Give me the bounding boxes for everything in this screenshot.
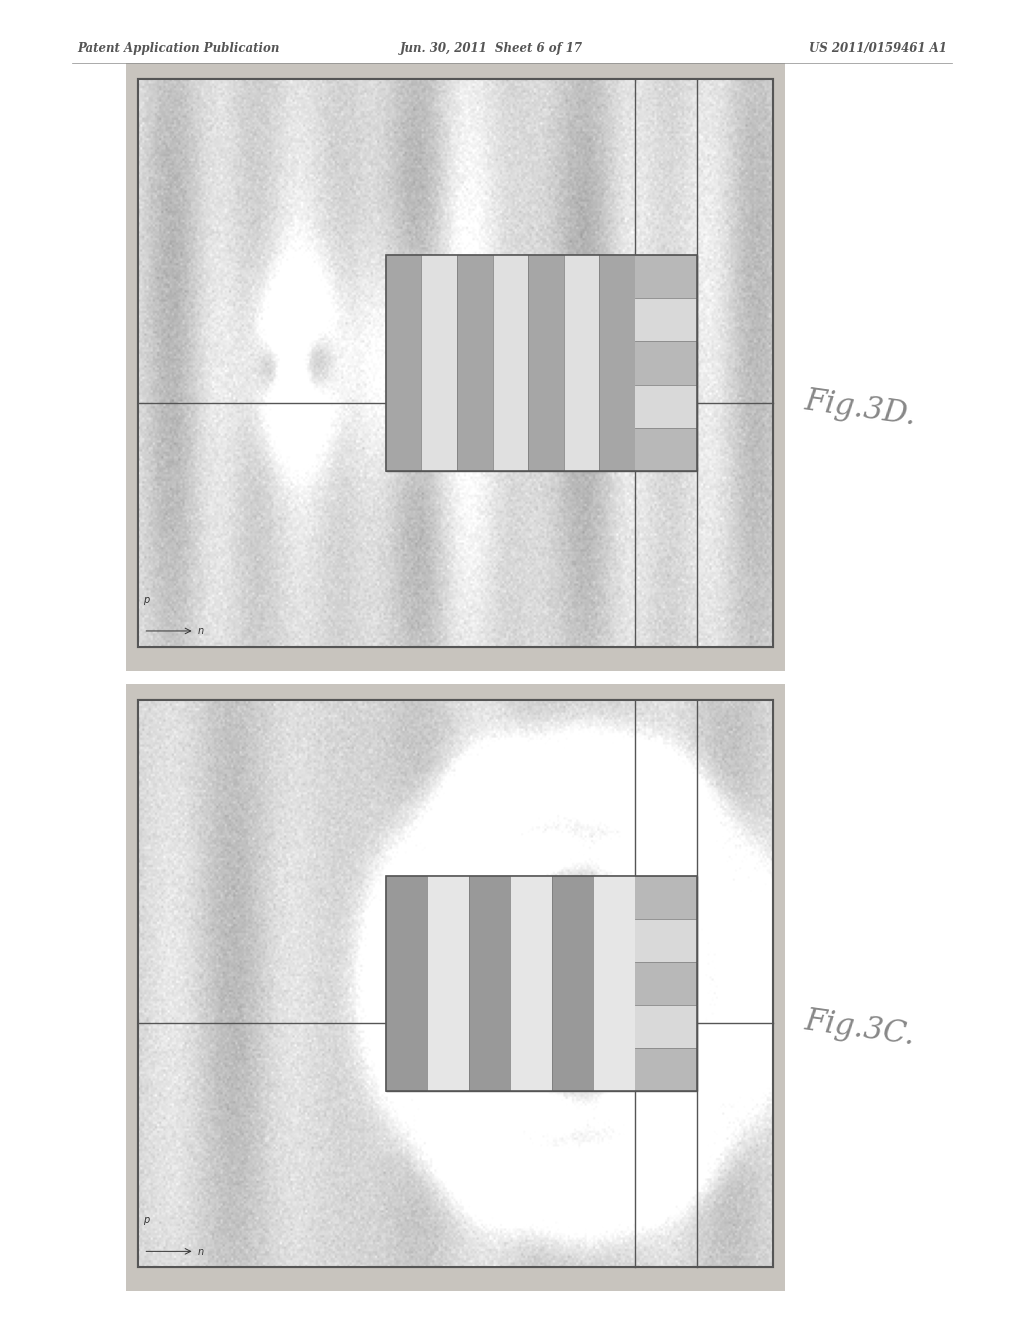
Bar xyxy=(563,255,599,471)
Bar xyxy=(599,255,635,471)
Text: Jun. 30, 2011  Sheet 6 of 17: Jun. 30, 2011 Sheet 6 of 17 xyxy=(400,42,583,55)
Text: p: p xyxy=(143,594,150,605)
Bar xyxy=(386,875,697,1092)
Text: Fig.3D.: Fig.3D. xyxy=(802,385,919,432)
Bar xyxy=(635,342,697,384)
Bar xyxy=(386,875,697,1092)
Bar xyxy=(138,79,773,647)
Bar xyxy=(126,684,785,1291)
Text: n: n xyxy=(198,626,204,636)
Bar xyxy=(635,298,697,342)
Bar xyxy=(510,875,552,1092)
Bar xyxy=(635,1048,697,1092)
Bar xyxy=(635,255,697,298)
Bar xyxy=(635,875,697,919)
Text: n: n xyxy=(198,1246,204,1257)
Bar xyxy=(138,700,773,1267)
Bar xyxy=(635,1005,697,1048)
Bar xyxy=(493,255,528,471)
Bar xyxy=(386,255,697,471)
Text: Patent Application Publication: Patent Application Publication xyxy=(77,42,280,55)
Text: p: p xyxy=(143,1214,150,1225)
Bar xyxy=(126,63,785,671)
Bar xyxy=(386,255,697,471)
Bar xyxy=(469,875,510,1092)
Bar xyxy=(635,919,697,962)
Bar xyxy=(457,255,493,471)
Bar xyxy=(593,875,635,1092)
Text: Fig.3C.: Fig.3C. xyxy=(803,1006,918,1052)
Bar xyxy=(635,384,697,428)
Bar xyxy=(138,700,773,1267)
Bar xyxy=(386,875,427,1092)
Bar xyxy=(635,428,697,471)
Bar xyxy=(422,255,457,471)
Bar xyxy=(528,255,563,471)
Bar xyxy=(138,79,773,647)
Text: US 2011/0159461 A1: US 2011/0159461 A1 xyxy=(809,42,947,55)
Bar xyxy=(386,255,422,471)
Bar xyxy=(427,875,469,1092)
Bar xyxy=(552,875,593,1092)
Bar xyxy=(635,962,697,1005)
